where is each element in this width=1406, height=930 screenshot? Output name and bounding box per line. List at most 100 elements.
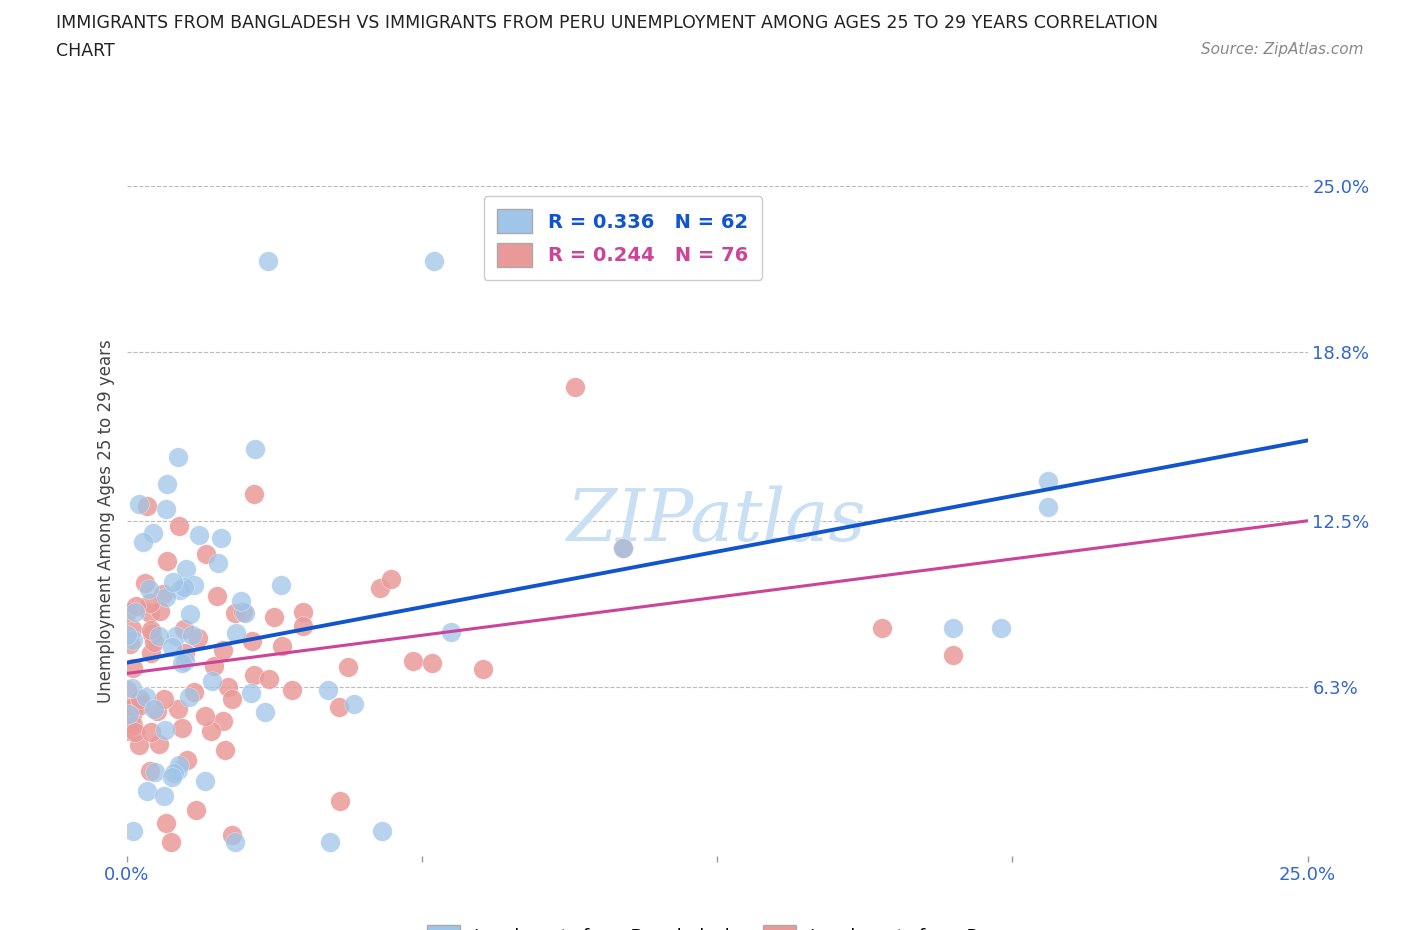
Point: [179, 606, 201, 621]
Point: [121, 718, 143, 733]
Point: [370, 824, 392, 839]
Point: [121, 708, 143, 723]
Point: [257, 672, 280, 687]
Point: [245, 441, 267, 456]
Point: [118, 707, 141, 722]
Point: [136, 783, 159, 798]
Point: [118, 637, 141, 652]
Point: [138, 764, 160, 778]
Point: [194, 708, 217, 723]
Point: [343, 697, 366, 711]
Point: [225, 626, 247, 641]
Point: [142, 525, 165, 540]
Point: [143, 634, 166, 649]
Point: [124, 604, 146, 619]
Text: CHART: CHART: [56, 42, 115, 60]
Point: [129, 698, 152, 712]
Point: [128, 497, 150, 512]
Point: [214, 743, 236, 758]
Point: [138, 605, 160, 620]
Point: [121, 621, 143, 636]
Point: [155, 590, 177, 604]
Text: Source: ZipAtlas.com: Source: ZipAtlas.com: [1201, 42, 1364, 57]
Point: [1036, 473, 1059, 488]
Point: [155, 501, 177, 516]
Point: [139, 596, 162, 611]
Point: [232, 605, 254, 620]
Point: [166, 450, 188, 465]
Point: [139, 646, 162, 661]
Point: [117, 724, 139, 738]
Point: [221, 828, 243, 843]
Point: [440, 624, 463, 639]
Point: [184, 803, 207, 817]
Text: IMMIGRANTS FROM BANGLADESH VS IMMIGRANTS FROM PERU UNEMPLOYMENT AMONG AGES 25 TO: IMMIGRANTS FROM BANGLADESH VS IMMIGRANTS…: [56, 14, 1159, 32]
Point: [271, 638, 294, 653]
Point: [153, 691, 176, 706]
Point: [472, 661, 495, 676]
Point: [135, 689, 157, 704]
Text: ZIPatlas: ZIPatlas: [567, 485, 868, 556]
Point: [402, 654, 425, 669]
Point: [183, 684, 205, 699]
Point: [122, 660, 145, 675]
Point: [174, 561, 197, 576]
Point: [124, 724, 146, 739]
Point: [122, 632, 145, 647]
Point: [281, 683, 304, 698]
Point: [368, 580, 391, 595]
Point: [217, 680, 239, 695]
Point: [128, 737, 150, 752]
Point: [257, 254, 280, 269]
Point: [115, 604, 138, 619]
Point: [233, 605, 256, 620]
Point: [422, 656, 444, 671]
Point: [209, 530, 232, 545]
Point: [115, 627, 138, 642]
Point: [212, 643, 235, 658]
Point: [990, 620, 1012, 635]
Point: [612, 540, 634, 555]
Point: [167, 701, 190, 716]
Point: [292, 618, 315, 633]
Point: [169, 582, 191, 597]
Point: [132, 535, 155, 550]
Point: [231, 593, 253, 608]
Point: [942, 620, 965, 635]
Point: [122, 699, 145, 714]
Point: [148, 737, 170, 751]
Point: [156, 477, 179, 492]
Point: [125, 599, 148, 614]
Point: [179, 690, 201, 705]
Point: [207, 556, 229, 571]
Point: [1036, 500, 1059, 515]
Point: [160, 640, 183, 655]
Point: [202, 658, 225, 673]
Point: [181, 628, 204, 643]
Point: [224, 835, 246, 850]
Point: [141, 622, 163, 637]
Y-axis label: Unemployment Among Ages 25 to 29 years: Unemployment Among Ages 25 to 29 years: [97, 339, 115, 703]
Point: [148, 628, 170, 643]
Point: [176, 753, 198, 768]
Point: [166, 763, 188, 777]
Point: [253, 705, 276, 720]
Point: [174, 654, 197, 669]
Point: [316, 683, 339, 698]
Point: [156, 553, 179, 568]
Point: [207, 588, 229, 603]
Point: [187, 527, 209, 542]
Point: [263, 609, 285, 624]
Point: [319, 835, 342, 850]
Point: [128, 692, 150, 707]
Point: [195, 547, 218, 562]
Point: [117, 683, 139, 698]
Point: [942, 647, 965, 662]
Point: [134, 576, 156, 591]
Point: [145, 764, 167, 779]
Point: [173, 622, 195, 637]
Point: [152, 789, 174, 804]
Point: [291, 604, 314, 619]
Point: [167, 518, 190, 533]
Point: [138, 582, 160, 597]
